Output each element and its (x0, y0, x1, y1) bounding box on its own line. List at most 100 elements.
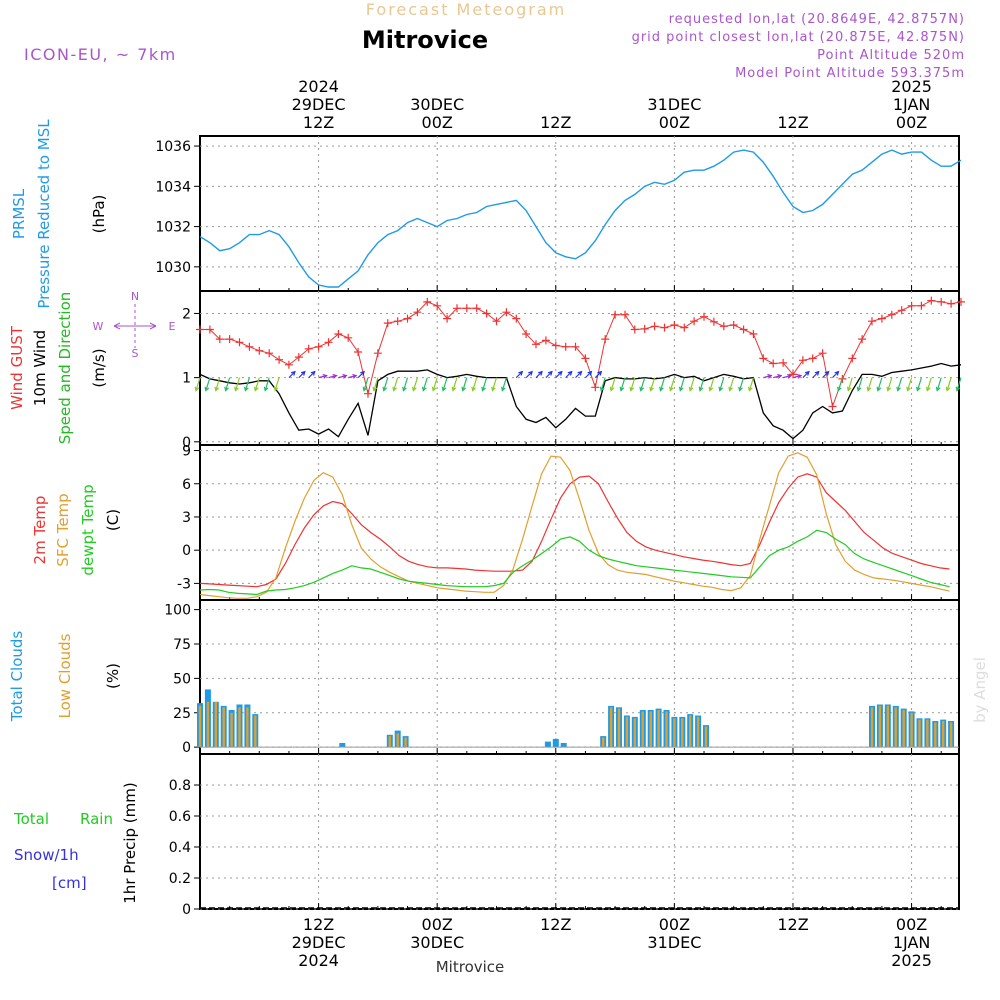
wind-direction-arrow (234, 377, 241, 391)
wind-direction-arrowhead (310, 370, 316, 376)
wind-direction-arrowhead (846, 386, 852, 392)
temp-panel-labels: 2m Temp SFC Temp dewpt Temp (C) (31, 484, 122, 575)
precip-ytick-label: 0.2 (169, 871, 191, 887)
wind-gust-marker (670, 321, 679, 329)
wind-gust-marker (255, 346, 264, 355)
wind-direction-arrowhead (412, 386, 417, 392)
total-cloud-bar (339, 743, 346, 748)
wind-direction-arrow (773, 375, 782, 379)
precip-axis-label: 1hr Precip (mm) (121, 782, 139, 903)
low-cloud-bar (609, 707, 613, 748)
temp-frame (199, 444, 960, 601)
wind-gust-marker (581, 354, 590, 363)
low-cloud-bar (696, 716, 700, 748)
wind-gust-marker (215, 335, 224, 344)
wind-direction-arrowhead (421, 386, 427, 392)
wind-direction-arrow (897, 377, 903, 391)
low-cloud-bar (681, 718, 684, 748)
wind-direction-arrowhead (491, 386, 496, 392)
low-cloud-bar (870, 707, 874, 748)
wind-speed-line (199, 362, 962, 440)
low-cloud-bar (625, 716, 629, 748)
wind-direction-arrowhead (362, 386, 368, 392)
wind-gust-marker (848, 354, 857, 363)
header-requested: requested lon,lat (20.8649E, 42.8757N) (669, 12, 965, 27)
low-cloud-bar (206, 701, 210, 748)
wind-gust-marker (413, 308, 422, 317)
wind-direction-arrowhead (708, 386, 714, 392)
bottom-axis-label: 29DEC (292, 933, 346, 952)
wind-direction-arrowhead (194, 386, 200, 392)
temp-ytick-label: 0 (182, 543, 191, 559)
low-cloud-bar (254, 715, 257, 748)
wind-direction-arrowhead (481, 386, 486, 392)
wind-direction-arrow (792, 375, 802, 379)
low-cloud-bar (602, 737, 605, 748)
wind-direction-arrowhead (352, 374, 358, 379)
wind-direction-arrow (748, 377, 755, 391)
wind-gust-marker (571, 342, 580, 351)
wind-gust-marker (551, 341, 560, 350)
wind-direction-arrowhead (342, 374, 348, 379)
total-cloud-bar (552, 738, 559, 748)
wind-gust-marker (354, 348, 363, 356)
wind-direction-arrow (650, 377, 656, 391)
wind-gust-marker (591, 383, 600, 392)
wind-direction-arrow (585, 371, 592, 379)
bottom-axis-label: 2025 (891, 951, 932, 970)
precip-ytick-label: 0.4 (169, 840, 191, 856)
wind-gust-marker (808, 354, 817, 363)
clouds-frame (199, 599, 960, 755)
wind-direction-arrow (555, 371, 563, 379)
wind-gust-marker (334, 330, 343, 338)
wind-direction-arrow (689, 377, 695, 391)
wind-direction-arrowhead (332, 374, 338, 379)
wind-gust-marker (196, 325, 204, 334)
low-cloud-bar (657, 710, 660, 748)
low-cloud-bar (230, 712, 233, 748)
wind-direction-arrowhead (609, 386, 615, 392)
low-cloud-bar (665, 711, 668, 748)
wind-direction-arrow (373, 377, 379, 391)
wind-direction-arrowhead (814, 370, 820, 376)
top-axis-label: 00Z (896, 113, 927, 132)
wind-direction-arrow (545, 371, 553, 379)
wind-gust-marker (512, 314, 521, 323)
wind-direction-arrowhead (557, 370, 563, 376)
wind-direction-arrowhead (290, 370, 296, 376)
wind-direction-arrowhead (906, 386, 911, 392)
wind-direction-arrowhead (925, 386, 931, 392)
wind-gust-marker (660, 323, 669, 332)
chart-panels: 1030103210341036012-30369025507510000.20… (155, 135, 965, 918)
temp-sfc-line (199, 452, 950, 599)
wind-direction-arrow (857, 377, 863, 391)
wind-direction-arrowhead (698, 386, 704, 392)
wind-direction-arrow (906, 377, 913, 391)
wind-direction-arrow (719, 377, 725, 391)
pressure-unit: (hPa) (90, 195, 108, 234)
wind-direction-arrow (244, 377, 250, 391)
wind-gust-marker (877, 314, 886, 323)
wind-direction-arrow (709, 377, 715, 391)
wind-direction-arrowhead (392, 386, 397, 392)
wind-direction-arrow (501, 377, 507, 391)
wind-gust-marker (621, 310, 629, 319)
pressure-panel-labels: PRMSL Pressure Reduced to MSL (hPa) (10, 119, 108, 309)
wind-direction-arrow (763, 375, 772, 379)
wind-direction-arrowhead (322, 374, 328, 379)
low-cloud-bar (902, 710, 905, 748)
low-cloud-bar (926, 719, 929, 748)
wind-ytick-label: 2 (182, 306, 191, 322)
wind-direction-arrowhead (728, 386, 733, 392)
wind-direction-arrow (956, 377, 962, 391)
temp-ytick-label: 9 (182, 444, 191, 460)
wind-direction-arrow (610, 377, 616, 391)
wind-gust-marker (433, 301, 442, 310)
low-cloud-bar (910, 712, 913, 748)
wind-direction-arrow (738, 377, 745, 391)
wind-direction-arrowhead (528, 370, 533, 376)
wind-gust-marker (779, 358, 788, 367)
wind-gust-marker (314, 342, 323, 351)
wind-direction-arrow (620, 377, 626, 391)
